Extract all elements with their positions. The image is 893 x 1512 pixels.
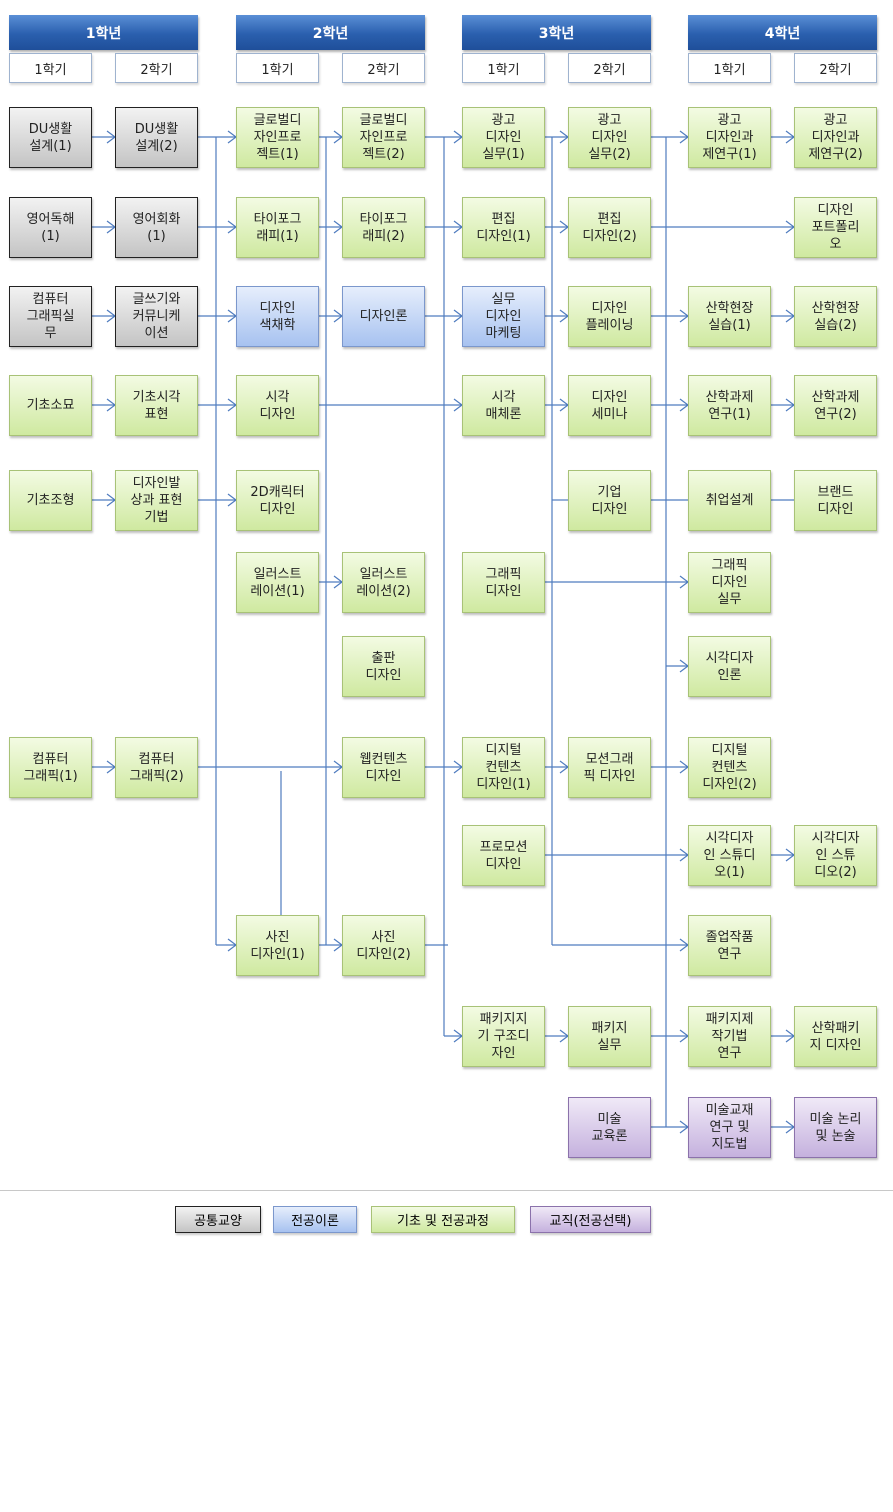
course-box: 졸업작품 연구	[688, 915, 771, 976]
course-box: 디자인 세미나	[568, 375, 651, 436]
course-box: 산학과제 연구(2)	[794, 375, 877, 436]
course-box: 일러스트 레이션(1)	[236, 552, 319, 613]
course-box: 디자인발 상과 표현 기법	[115, 470, 198, 531]
course-box: 광고 디자인과 제연구(2)	[794, 107, 877, 168]
semester-header: 2학기	[342, 53, 425, 83]
course-box: 미술교재 연구 및 지도법	[688, 1097, 771, 1158]
course-box: 산학과제 연구(1)	[688, 375, 771, 436]
legend-theory: 전공이론	[273, 1206, 357, 1233]
course-box: 사진 디자인(1)	[236, 915, 319, 976]
legend-common: 공통교양	[175, 1206, 261, 1233]
course-box: 패키지제 작기법 연구	[688, 1006, 771, 1067]
course-box: 디자인론	[342, 286, 425, 347]
course-box: 산학현장 실습(2)	[794, 286, 877, 347]
course-box: 패키지지 기 구조디 자인	[462, 1006, 545, 1067]
year-header-2: 2학년	[236, 15, 425, 50]
course-box: 그래픽 디자인 실무	[688, 552, 771, 613]
course-box: 컴퓨터 그래픽실 무	[9, 286, 92, 347]
legend-major: 기초 및 전공과정	[371, 1206, 515, 1233]
course-box: 웹컨텐츠 디자인	[342, 737, 425, 798]
course-box: 일러스트 레이션(2)	[342, 552, 425, 613]
semester-header: 2학기	[568, 53, 651, 83]
course-box: 시각 매체론	[462, 375, 545, 436]
semester-header: 2학기	[115, 53, 198, 83]
course-box: 영어회화 (1)	[115, 197, 198, 258]
course-box: 산학패키 지 디자인	[794, 1006, 877, 1067]
semester-header: 2학기	[794, 53, 877, 83]
course-box: 미술 논리 및 논술	[794, 1097, 877, 1158]
course-box: 디지털 컨텐츠 디자인(1)	[462, 737, 545, 798]
semester-header: 1학기	[462, 53, 545, 83]
course-box: 글로벌디 자인프로 젝트(2)	[342, 107, 425, 168]
semester-header: 1학기	[9, 53, 92, 83]
course-box: 영어독해 (1)	[9, 197, 92, 258]
course-box: 시각디자 인 스튜 디오(2)	[794, 825, 877, 886]
course-box: 기초소묘	[9, 375, 92, 436]
course-box: 그래픽 디자인	[462, 552, 545, 613]
course-box: 타이포그 래피(2)	[342, 197, 425, 258]
course-box: 컴퓨터 그래픽(2)	[115, 737, 198, 798]
course-box: DU생활 설계(1)	[9, 107, 92, 168]
legend-teaching: 교직(전공선택)	[530, 1206, 651, 1233]
course-box: 기초시각 표현	[115, 375, 198, 436]
semester-header: 1학기	[236, 53, 319, 83]
course-box: 프로모션 디자인	[462, 825, 545, 886]
course-box: 글로벌디 자인프로 젝트(1)	[236, 107, 319, 168]
course-box: 모션그래 픽 디자인	[568, 737, 651, 798]
year-header-3: 3학년	[462, 15, 651, 50]
divider	[0, 1190, 893, 1191]
course-box: 디자인 플레이닝	[568, 286, 651, 347]
course-box: 브랜드 디자인	[794, 470, 877, 531]
course-box: 타이포그 래피(1)	[236, 197, 319, 258]
course-box: 출판 디자인	[342, 636, 425, 697]
year-header-4: 4학년	[688, 15, 877, 50]
semester-header: 1학기	[688, 53, 771, 83]
course-box: 기업 디자인	[568, 470, 651, 531]
course-box: DU생활 설계(2)	[115, 107, 198, 168]
course-box: 광고 디자인 실무(2)	[568, 107, 651, 168]
course-box: 디자인 색채학	[236, 286, 319, 347]
course-box: 디지털 컨텐츠 디자인(2)	[688, 737, 771, 798]
course-box: 사진 디자인(2)	[342, 915, 425, 976]
course-box: 산학현장 실습(1)	[688, 286, 771, 347]
course-box: 시각 디자인	[236, 375, 319, 436]
course-box: 광고 디자인과 제연구(1)	[688, 107, 771, 168]
course-box: 2D캐릭터 디자인	[236, 470, 319, 531]
course-box: 시각디자 인 스튜디 오(1)	[688, 825, 771, 886]
course-box: 기초조형	[9, 470, 92, 531]
course-box: 취업설계	[688, 470, 771, 531]
course-box: 컴퓨터 그래픽(1)	[9, 737, 92, 798]
course-box: 글쓰기와 커뮤니케 이션	[115, 286, 198, 347]
course-box: 실무 디자인 마케팅	[462, 286, 545, 347]
course-box: 시각디자 인론	[688, 636, 771, 697]
course-box: 편집 디자인(1)	[462, 197, 545, 258]
course-box: 디자인 포트폴리 오	[794, 197, 877, 258]
course-box: 패키지 실무	[568, 1006, 651, 1067]
course-box: 미술 교육론	[568, 1097, 651, 1158]
course-box: 편집 디자인(2)	[568, 197, 651, 258]
year-header-1: 1학년	[9, 15, 198, 50]
course-box: 광고 디자인 실무(1)	[462, 107, 545, 168]
